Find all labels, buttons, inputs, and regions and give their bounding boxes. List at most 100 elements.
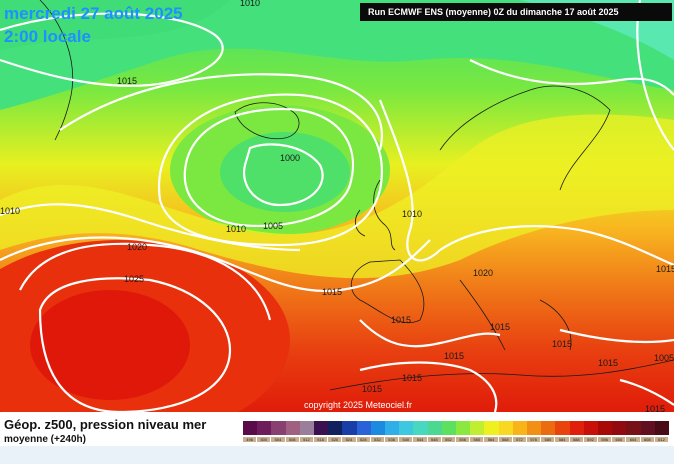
isobar-label: 1000 bbox=[280, 153, 300, 163]
scale-tick-label: 552 bbox=[441, 437, 456, 442]
scale-tick-label: 612 bbox=[654, 437, 669, 442]
scale-swatch bbox=[498, 421, 513, 435]
isobar-label: 1005 bbox=[654, 353, 674, 363]
scale-tick-label: 532 bbox=[370, 437, 385, 442]
scale-swatch bbox=[626, 421, 641, 435]
scale-swatch bbox=[527, 421, 542, 435]
scale-swatch bbox=[328, 421, 343, 435]
scale-swatch bbox=[243, 421, 258, 435]
coast-balkans bbox=[539, 299, 572, 351]
isobar-label: 1015 bbox=[656, 264, 674, 274]
isobar-label: 1010 bbox=[226, 224, 246, 234]
isobar-1010-low bbox=[157, 93, 383, 247]
coast-italy bbox=[459, 279, 506, 351]
coast-scandinavia bbox=[439, 85, 611, 191]
scale-swatch bbox=[555, 421, 570, 435]
isobar-1020 bbox=[19, 242, 272, 321]
scale-swatch bbox=[356, 421, 371, 435]
scale-swatch bbox=[299, 421, 315, 435]
isobar-label: 1015 bbox=[444, 351, 464, 361]
copyright-text: copyright 2025 Meteociel.fr bbox=[304, 400, 413, 410]
scale-tick-label: 592 bbox=[583, 437, 598, 442]
isobar-label: 1015 bbox=[645, 404, 665, 412]
scale-tick-label: 608 bbox=[640, 437, 654, 442]
color-scale-bar bbox=[243, 421, 670, 435]
field-band-green bbox=[0, 0, 230, 50]
scale-tick-label: 600 bbox=[612, 437, 626, 442]
coast-iberia bbox=[350, 259, 425, 324]
page-footer-strip bbox=[0, 446, 674, 464]
isobar-1010-west bbox=[0, 203, 301, 252]
isobar-1015-north bbox=[59, 73, 383, 151]
isobar-label: 1020 bbox=[473, 268, 493, 278]
scale-tick-label: 500 bbox=[257, 437, 271, 442]
isobar-1005 bbox=[183, 108, 355, 227]
coast-north-africa bbox=[329, 359, 674, 391]
scale-tick-label: 540 bbox=[399, 437, 413, 442]
isobar-1015-mid bbox=[0, 236, 431, 293]
scale-swatch bbox=[640, 421, 655, 435]
scale-swatch bbox=[342, 421, 357, 435]
scale-swatch bbox=[598, 421, 613, 435]
forecast-time: 2:00 locale bbox=[4, 27, 91, 46]
run-info-banner: Run ECMWF ENS (moyenne) 0Z du dimanche 1… bbox=[360, 3, 672, 21]
isobar-1010-uk bbox=[378, 99, 441, 262]
scale-swatch bbox=[583, 421, 599, 435]
scale-swatch bbox=[456, 421, 471, 435]
isobar-1025 bbox=[38, 277, 232, 412]
field-low-inner bbox=[220, 132, 350, 212]
scale-swatch bbox=[512, 421, 528, 435]
isobar-label: 1010 bbox=[0, 206, 20, 216]
scale-tick-label: 536 bbox=[385, 437, 399, 442]
scale-tick-label: 584 bbox=[555, 437, 569, 442]
isobar-label: 1015 bbox=[362, 384, 382, 394]
weather-map: 1010 1015 1000 1005 1010 1010 1010 1020 … bbox=[0, 0, 674, 412]
scale-tick-label: 576 bbox=[527, 437, 541, 442]
scale-swatch bbox=[271, 421, 286, 435]
scale-swatch bbox=[427, 421, 442, 435]
scale-swatch bbox=[413, 421, 428, 435]
legend-subtitle: moyenne (+240h) bbox=[4, 434, 86, 445]
scale-tick-label: 572 bbox=[512, 437, 527, 442]
scale-tick-label: 580 bbox=[541, 437, 555, 442]
scale-tick-label: 544 bbox=[413, 437, 427, 442]
field-high-core bbox=[30, 290, 190, 400]
scale-tick-label: 564 bbox=[484, 437, 498, 442]
field-band-yellow bbox=[0, 114, 674, 279]
scale-tick-label: 560 bbox=[470, 437, 484, 442]
scale-swatch bbox=[385, 421, 400, 435]
isobar-1000 bbox=[242, 143, 324, 207]
isobar-1015-africa bbox=[359, 361, 498, 412]
isobar-label: 1015 bbox=[391, 315, 411, 325]
scale-tick-label: 604 bbox=[626, 437, 640, 442]
scale-swatch bbox=[399, 421, 414, 435]
isobar-label: 1015 bbox=[402, 373, 422, 383]
isobar-label: 1015 bbox=[490, 322, 510, 332]
isobar-label: 1010 bbox=[240, 0, 260, 8]
scale-tick-label: 556 bbox=[456, 437, 470, 442]
isobar-label: 1005 bbox=[263, 221, 283, 231]
scale-swatch bbox=[569, 421, 584, 435]
scale-tick-label: 528 bbox=[356, 437, 370, 442]
isobar-1020-east bbox=[439, 225, 674, 267]
scale-tick-label: 516 bbox=[314, 437, 328, 442]
scale-swatch bbox=[257, 421, 272, 435]
isobar-label: 1015 bbox=[117, 76, 137, 86]
scale-swatch bbox=[541, 421, 556, 435]
scale-swatch bbox=[314, 421, 329, 435]
scale-tick-label: 548 bbox=[427, 437, 441, 442]
scale-tick-label: 512 bbox=[299, 437, 314, 442]
isobar-label: 1015 bbox=[552, 339, 572, 349]
scale-swatch bbox=[484, 421, 499, 435]
scale-swatch bbox=[370, 421, 386, 435]
scale-swatch bbox=[654, 421, 670, 435]
color-scale-ticks: 496 500 504 508 512 516 520 524 528 532 536 540 544 5… bbox=[243, 437, 669, 442]
isobar-label: 1015 bbox=[598, 358, 618, 368]
isobar-1005-se bbox=[619, 378, 674, 406]
isobar-1015-med bbox=[359, 319, 501, 348]
scale-tick-label: 508 bbox=[285, 437, 299, 442]
scale-swatch bbox=[612, 421, 627, 435]
map-canvas: 1010 1015 1000 1005 1010 1010 1010 1020 … bbox=[0, 0, 674, 412]
coast-iceland bbox=[234, 102, 300, 140]
scale-swatch bbox=[470, 421, 485, 435]
